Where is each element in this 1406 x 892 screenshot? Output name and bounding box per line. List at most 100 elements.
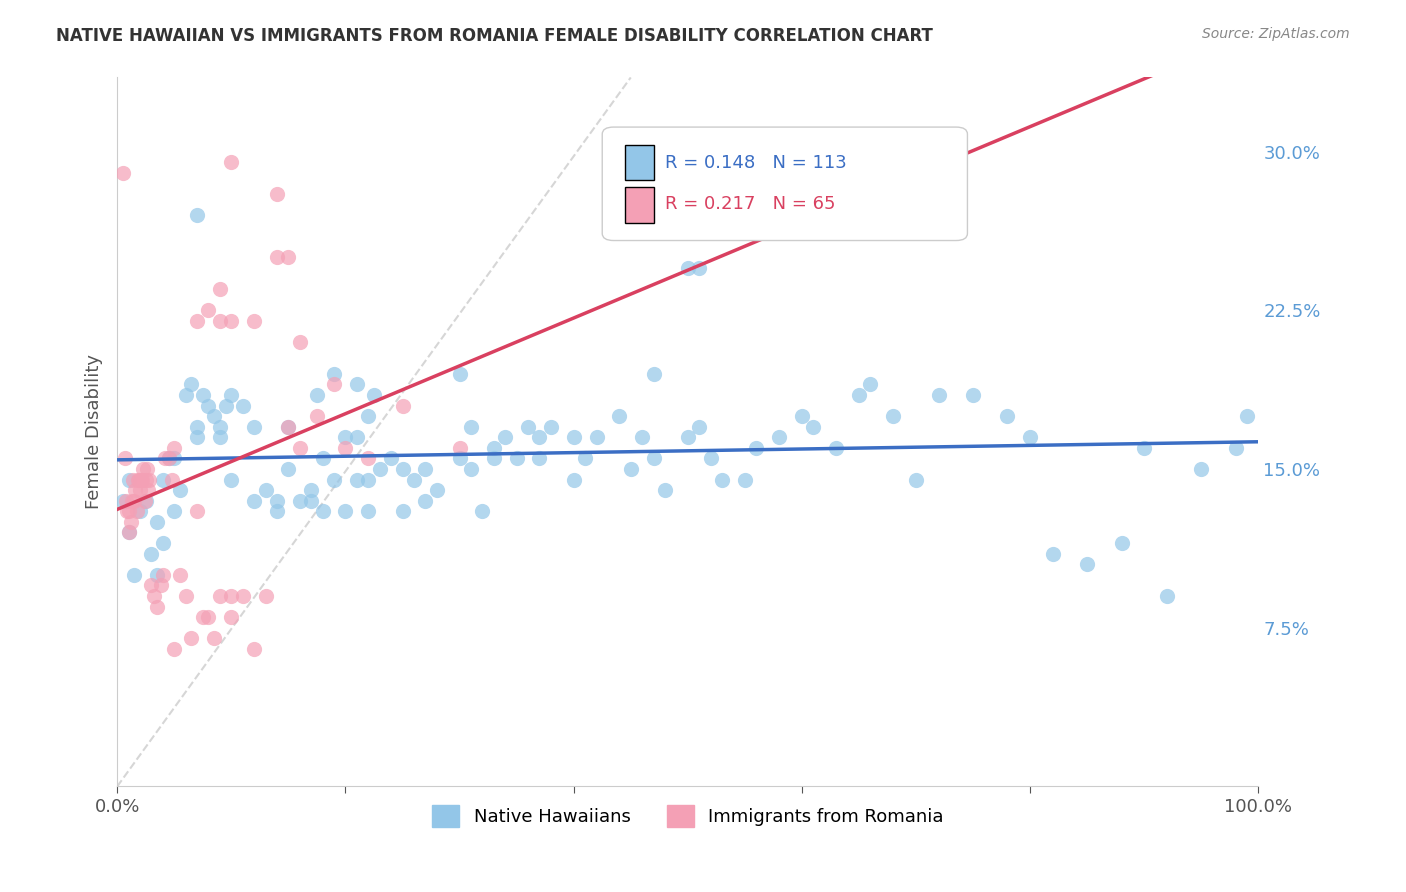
Point [346, 473, 368, 487]
Legend: Native Hawaiians, Immigrants from Romania: Native Hawaiians, Immigrants from Romani… [425, 797, 950, 834]
Point [460, 462, 482, 476]
Point [1076, 558, 1098, 572]
Point [391, 504, 413, 518]
Point [254, 483, 277, 498]
Point [117, 504, 139, 518]
Point [277, 251, 299, 265]
Point [801, 419, 824, 434]
Point [1019, 430, 1042, 444]
Point [848, 388, 870, 402]
Point [711, 473, 734, 487]
Point [149, 578, 172, 592]
Point [688, 260, 710, 275]
Point [243, 493, 266, 508]
Point [128, 473, 150, 487]
Point [160, 473, 183, 487]
Point [288, 334, 311, 349]
Point [186, 419, 208, 434]
Point [335, 430, 357, 444]
Point [288, 441, 311, 455]
Point [357, 473, 380, 487]
Point [208, 430, 231, 444]
Point [562, 430, 585, 444]
Point [146, 567, 169, 582]
Point [180, 377, 202, 392]
Point [305, 409, 328, 423]
Point [859, 377, 882, 392]
Point [243, 314, 266, 328]
Point [186, 208, 208, 222]
Text: Source: ZipAtlas.com: Source: ZipAtlas.com [1202, 27, 1350, 41]
Point [114, 451, 136, 466]
Point [111, 493, 134, 508]
Point [299, 493, 322, 508]
Point [152, 567, 174, 582]
Point [643, 367, 665, 381]
Point [460, 419, 482, 434]
Point [131, 473, 153, 487]
Point [335, 504, 357, 518]
Point [136, 483, 159, 498]
Point [1133, 441, 1156, 455]
Point [699, 451, 721, 466]
Point [266, 251, 288, 265]
Point [197, 399, 219, 413]
Point [232, 399, 254, 413]
Point [585, 430, 607, 444]
Point [202, 632, 225, 646]
Point [654, 483, 676, 498]
Point [135, 462, 157, 476]
Point [505, 451, 527, 466]
Point [1189, 462, 1212, 476]
Point [132, 462, 155, 476]
Point [266, 493, 288, 508]
Point [191, 610, 214, 624]
Point [529, 451, 551, 466]
Point [163, 441, 186, 455]
Y-axis label: Female Disability: Female Disability [86, 354, 103, 509]
Point [790, 409, 813, 423]
Point [142, 589, 165, 603]
Point [517, 419, 540, 434]
Point [277, 462, 299, 476]
Point [221, 610, 243, 624]
Point [232, 589, 254, 603]
Point [129, 473, 152, 487]
Point [288, 493, 311, 508]
Text: R = 0.217   N = 65: R = 0.217 N = 65 [665, 194, 835, 212]
Point [134, 493, 156, 508]
Point [266, 186, 288, 201]
Point [135, 493, 157, 508]
Point [163, 504, 186, 518]
Point [208, 589, 231, 603]
Point [117, 525, 139, 540]
Point [186, 504, 208, 518]
Text: R = 0.148   N = 113: R = 0.148 N = 113 [665, 153, 846, 171]
Point [127, 473, 149, 487]
Point [197, 303, 219, 318]
Point [117, 504, 139, 518]
FancyBboxPatch shape [602, 127, 967, 241]
Point [277, 419, 299, 434]
Point [905, 473, 928, 487]
Point [186, 314, 208, 328]
Point [138, 473, 160, 487]
Point [152, 473, 174, 487]
Point [825, 441, 848, 455]
Point [124, 567, 146, 582]
Point [169, 483, 191, 498]
Point [380, 451, 402, 466]
Point [152, 536, 174, 550]
Point [124, 493, 146, 508]
Point [117, 473, 139, 487]
Point [346, 377, 368, 392]
Point [214, 399, 236, 413]
Point [962, 388, 984, 402]
Point [208, 419, 231, 434]
Point [221, 388, 243, 402]
Point [1225, 441, 1247, 455]
Point [299, 483, 322, 498]
Point [928, 388, 950, 402]
Point [449, 441, 471, 455]
Point [208, 282, 231, 296]
